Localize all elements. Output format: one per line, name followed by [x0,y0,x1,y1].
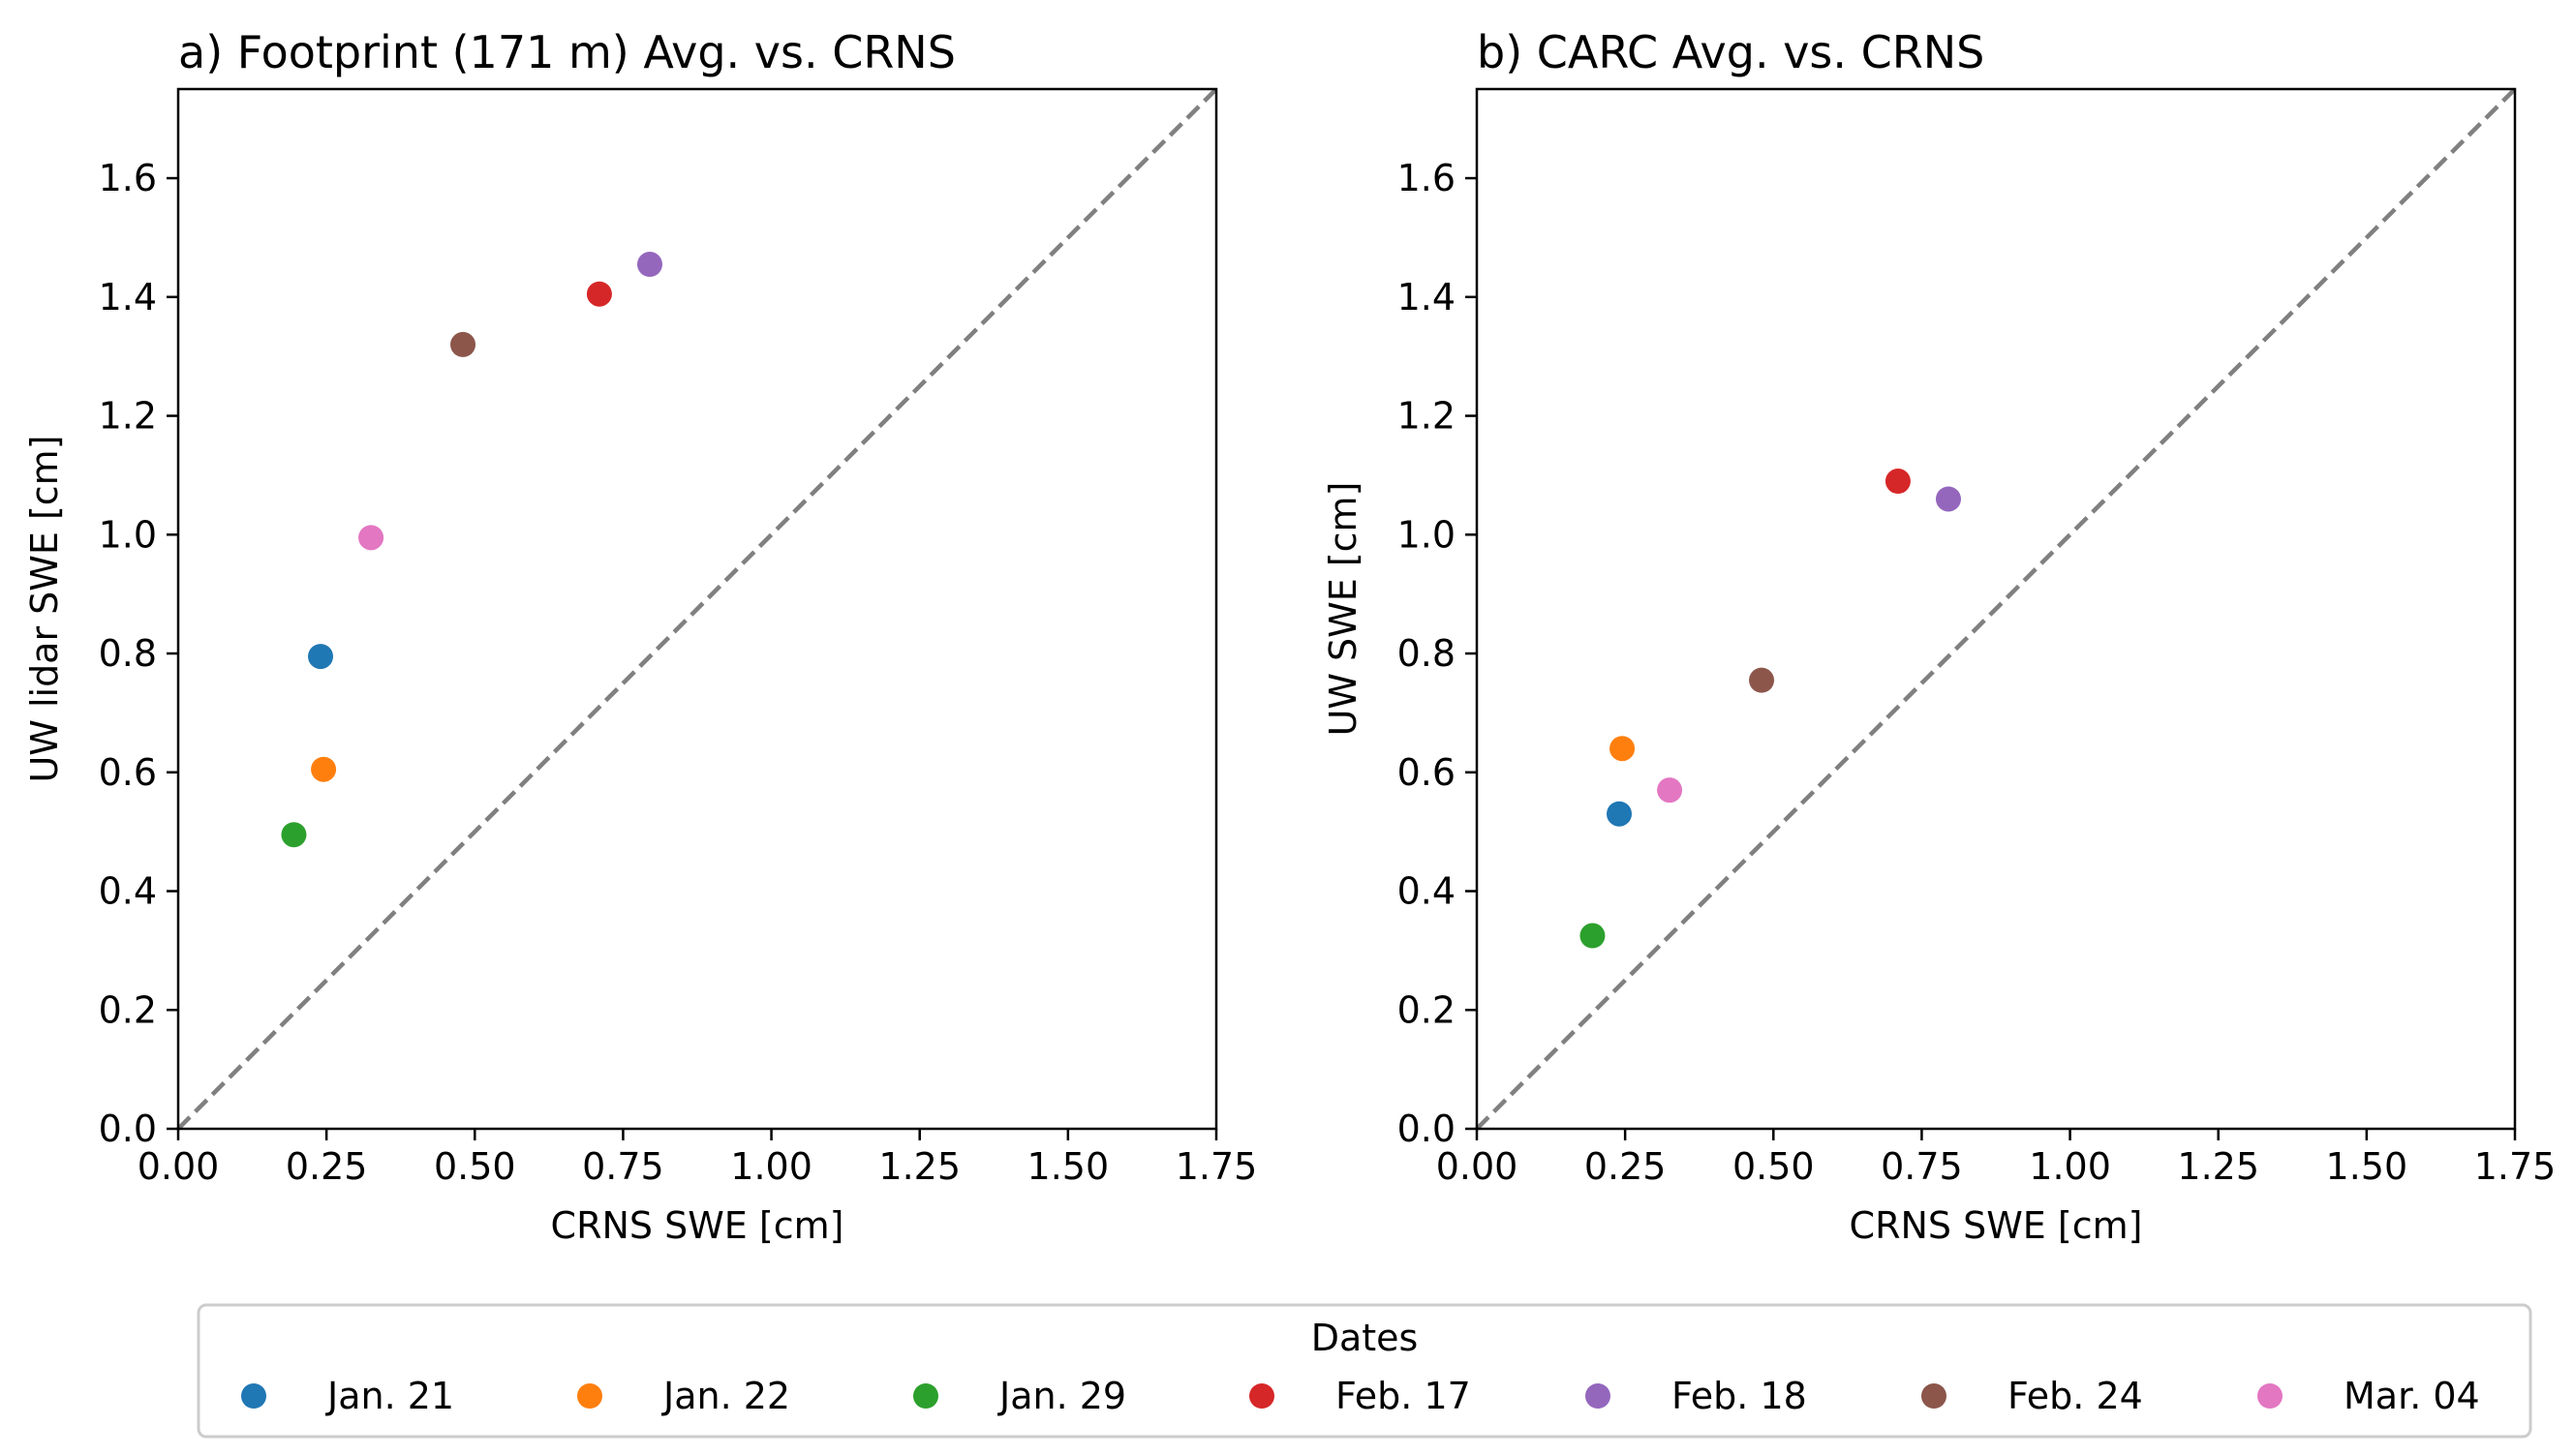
panel-b-one-to-one-line [1475,87,2517,1131]
panel-a-point-jan-21 [308,644,334,670]
legend-label: Feb. 18 [1671,1375,1807,1417]
panel-a-x-tick-label: 0.75 [582,1145,664,1188]
panel-b-point-jan-29 [1579,923,1606,949]
panel-a-y-tick-label: 0.2 [99,988,157,1031]
panel-b-x-tick-label: 0.50 [1732,1145,1815,1188]
legend-marker [1249,1383,1274,1409]
panel-b-x-axis-label: CRNS SWE [cm] [1850,1204,2143,1247]
panel-a-y-tick-label: 0.4 [99,870,157,913]
panel-a-y-tick-label: 1.0 [99,513,157,556]
panel-b-y-tick-label: 1.4 [1397,276,1456,318]
panel-b-axes-frame [1475,87,2517,1131]
legend-label: Mar. 04 [2344,1375,2480,1417]
panel-a-title: a) Footprint (171 m) Avg. vs. CRNS [178,26,956,78]
panel-a-y-tick-label: 0.6 [99,751,157,794]
panel-b-y-tick-label: 0.4 [1397,870,1456,913]
panel-b-point-feb-17 [1885,469,1911,495]
panel-b-point-mar-04 [1657,777,1683,804]
panel-b-y-tick-label: 1.0 [1397,513,1456,556]
panel-a-y-tick-label: 1.2 [99,395,157,438]
panel-a-axes-frame [176,87,1218,1131]
panel-b-x-tick-label: 1.50 [2326,1145,2408,1188]
legend-label: Feb. 17 [1335,1375,1471,1417]
panel-b-title: b) CARC Avg. vs. CRNS [1477,26,1984,78]
panel-b-y-tick-label: 0.0 [1397,1107,1456,1150]
panel-b-x-tick-label: 0.00 [1436,1145,1518,1188]
panel-b-point-feb-18 [1935,486,1961,512]
legend-marker [2257,1383,2283,1409]
panel-a-x-tick-label: 1.25 [878,1145,961,1188]
panel-b-y-tick-label: 1.2 [1397,395,1456,438]
panel-a-y-tick-label: 1.6 [99,157,157,199]
legend-frame [197,1303,2532,1439]
panel-b-x-tick-label: 1.25 [2177,1145,2259,1188]
panel-b-x-tick-label: 0.75 [1881,1145,1963,1188]
panel-b-point-jan-21 [1607,801,1633,827]
panel-b-y-tick-label: 1.6 [1397,157,1456,199]
legend-marker [241,1383,266,1409]
panel-b-x-tick-label: 1.75 [2474,1145,2557,1188]
panel-a-x-tick-label: 0.25 [286,1145,368,1188]
panel-a-one-to-one-line [176,87,1218,1131]
panel-a-x-tick-label: 0.50 [434,1145,516,1188]
legend-marker [577,1383,602,1409]
panel-a-y-tick-label: 0.8 [99,632,157,675]
panel-b-point-feb-24 [1749,667,1775,693]
legend-marker [913,1383,938,1409]
legend-marker [1585,1383,1610,1409]
panel-b: b) CARC Avg. vs. CRNS 0.00 0.25 0.50 0.75 1.0… [1322,26,2556,1247]
panel-a-x-tick-label: 1.75 [1176,1145,1258,1188]
legend-marker [1921,1383,1946,1409]
panel-a-y-axis-label: UW lidar SWE [cm] [23,435,66,782]
panel-a-x-tick-label: 1.50 [1027,1145,1110,1188]
legend-label: Jan. 29 [997,1375,1126,1417]
panel-b-x-tick-label: 1.00 [2029,1145,2111,1188]
panel-a-point-feb-18 [636,252,662,278]
panel-a-y-tick-label: 0.0 [99,1107,157,1150]
legend-label: Feb. 24 [2007,1375,2143,1417]
panel-b-y-tick-label: 0.8 [1397,632,1456,675]
panel-a-y-tick-label: 1.4 [99,276,157,318]
panel-a-point-mar-04 [358,525,384,551]
panel-b-x-tick-label: 0.25 [1584,1145,1667,1188]
legend-label: Jan. 22 [661,1375,790,1417]
legend-title: Dates [1311,1317,1419,1359]
panel-a-x-tick-label: 1.00 [730,1145,812,1188]
panel-b-y-tick-label: 0.6 [1397,751,1456,794]
panel-b-y-axis-label: UW SWE [cm] [1322,482,1364,737]
panel-a-x-tick-label: 0.00 [138,1145,220,1188]
panel-a-point-feb-17 [586,281,612,307]
panel-a-point-jan-29 [281,822,307,848]
panel-a-point-feb-24 [450,331,476,357]
panel-b-point-jan-22 [1609,736,1636,762]
legend-label: Jan. 21 [325,1375,454,1417]
legend: Dates Jan. 21 Jan. 22 Jan. 29 Feb. 17 Feb. 18… [197,1303,2532,1439]
panel-a-point-jan-22 [311,756,337,782]
panel-b-y-tick-label: 0.2 [1397,988,1456,1031]
panel-a-x-axis-label: CRNS SWE [cm] [551,1204,844,1247]
